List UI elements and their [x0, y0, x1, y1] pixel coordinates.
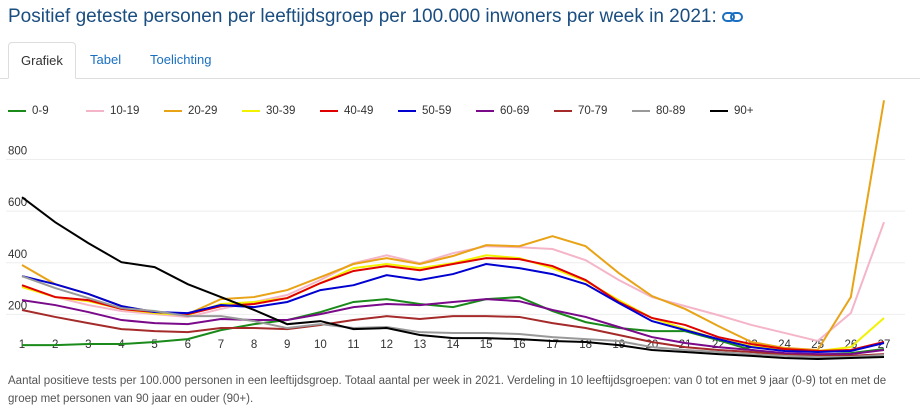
x-tick-label: 8 — [251, 339, 257, 351]
series-line — [21, 275, 885, 358]
x-tick-label: 16 — [513, 339, 526, 351]
x-tick-label: 18 — [579, 339, 592, 351]
page-title: Positief geteste personen per leeftijdsg… — [8, 6, 744, 28]
chart: 0-9 10-19 20-29 30-39 40-49 50-59 60-69 70-79 80… — [6, 100, 905, 361]
link-icon[interactable] — [722, 10, 744, 24]
legend-label: 0-9 — [32, 105, 49, 117]
series-line — [21, 196, 885, 361]
legend-label: 30-39 — [266, 105, 295, 117]
footnote: Aantal positieve tests per 100.000 perso… — [8, 375, 887, 405]
legend-label: 40-49 — [344, 105, 373, 117]
x-tick-label: 25 — [811, 339, 824, 351]
y-tick-label: 600 — [8, 197, 27, 209]
tab-bar: Grafiek Tabel Toelichting — [0, 42, 920, 79]
x-tick-label: 12 — [380, 339, 393, 351]
legend-label: 90+ — [734, 105, 754, 117]
x-tick-label: 7 — [218, 339, 224, 351]
legend-label: 80-89 — [656, 105, 685, 117]
x-tick-label: 13 — [413, 339, 426, 351]
legend-label: 60-69 — [500, 105, 529, 117]
series-line — [22, 296, 885, 356]
x-tick-label: 14 — [447, 339, 460, 351]
y-tick-label: 800 — [8, 145, 27, 157]
legend-label: 50-59 — [422, 105, 451, 117]
x-tick-label: 5 — [151, 339, 157, 351]
x-tick-label: 15 — [480, 339, 493, 351]
x-tick-label: 9 — [284, 339, 290, 351]
title-text: Positief geteste personen per leeftijdsg… — [8, 6, 717, 27]
series-line — [21, 254, 885, 353]
legend-label: 20-29 — [188, 105, 217, 117]
tab[interactable]: Toelichting — [150, 52, 212, 67]
tab[interactable]: Grafiek — [8, 42, 76, 79]
series-line — [21, 308, 885, 357]
tab[interactable]: Tabel — [90, 52, 122, 67]
y-tick-label: 400 — [8, 249, 27, 261]
series-line — [21, 298, 885, 356]
x-tick-label: 11 — [348, 339, 360, 351]
legend-label: 70-79 — [578, 105, 607, 117]
series-line — [21, 221, 885, 343]
x-tick-label: 6 — [185, 339, 191, 351]
x-tick-label: 10 — [314, 339, 327, 351]
series-line — [21, 257, 885, 353]
legend-label: 10-19 — [110, 105, 139, 117]
